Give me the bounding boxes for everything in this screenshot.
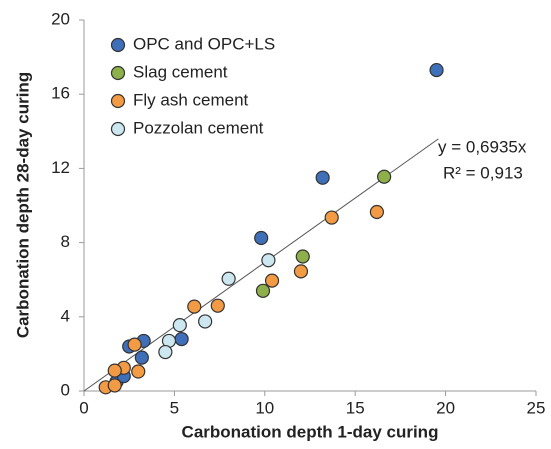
point: [198, 314, 213, 329]
point: [324, 210, 339, 225]
legend-label: Slag cement: [133, 62, 228, 81]
trendline-label: y = 0,6935x: [438, 137, 527, 156]
point: [221, 271, 236, 286]
x-tick-label: 10: [255, 398, 274, 417]
point: [127, 337, 142, 352]
x-tick-label: 5: [170, 398, 179, 417]
point: [107, 378, 122, 393]
x-axis-title: Carbonation depth 1-day curing: [182, 422, 439, 441]
y-tick-label: 8: [61, 232, 70, 251]
point: [315, 170, 330, 185]
point: [264, 273, 280, 288]
x-tick-label: 15: [346, 398, 365, 417]
x-tick-label: 0: [79, 398, 88, 417]
point: [293, 264, 309, 279]
y-tick-label: 0: [61, 380, 70, 399]
point: [172, 318, 187, 333]
point: [369, 204, 384, 220]
legend-label: OPC and OPC+LS: [133, 34, 275, 53]
y-tick-label: 4: [61, 306, 70, 325]
point: [134, 350, 149, 365]
point: [187, 299, 202, 314]
point: [295, 249, 310, 264]
point: [174, 331, 189, 347]
legend-label: Fly ash cement: [133, 90, 249, 109]
legend-marker: [110, 93, 126, 109]
y-tick-label: 20: [51, 9, 70, 28]
point: [254, 230, 269, 246]
point: [210, 298, 225, 313]
legend-marker: [110, 37, 126, 53]
y-tick-label: 12: [51, 158, 70, 177]
y-tick-label: 16: [51, 84, 70, 103]
legend-label: Pozzolan cement: [133, 118, 264, 137]
y-axis-title: Carbonation depth 28-day curing: [13, 72, 32, 338]
point: [377, 169, 392, 184]
point: [255, 283, 271, 298]
x-tick-label: 20: [436, 398, 455, 417]
point: [429, 62, 444, 78]
legend-marker: [110, 121, 126, 137]
x-tick-label: 25: [527, 398, 546, 417]
point: [261, 253, 276, 268]
trendline-r2: R² = 0,913: [443, 163, 523, 182]
point: [158, 344, 173, 360]
legend-marker: [110, 65, 126, 81]
point: [107, 363, 122, 378]
point: [131, 364, 146, 379]
